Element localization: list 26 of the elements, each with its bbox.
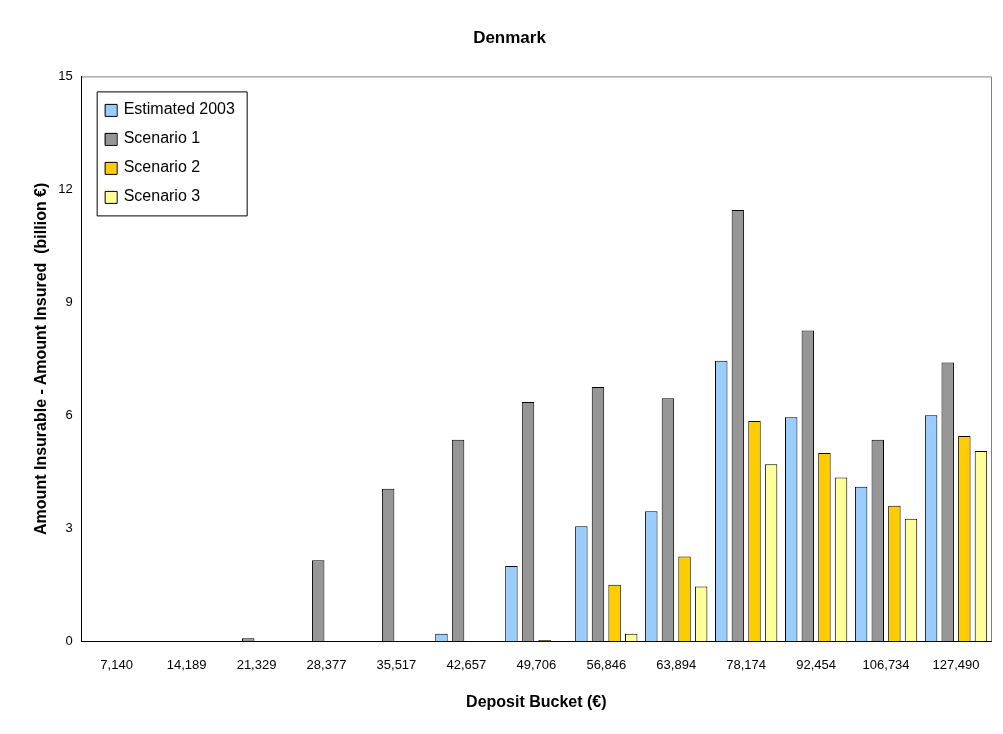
y-tick-label: 3 (65, 519, 73, 535)
y-tick-label: 15 (58, 67, 73, 83)
legend-label: Scenario 2 (123, 158, 201, 176)
legend-label: Scenario 1 (123, 129, 201, 147)
legend-label: Scenario 3 (123, 187, 201, 205)
x-tick-label: 49,706 (516, 656, 557, 672)
x-tick-label: 7,140 (100, 656, 133, 672)
x-tick-label: 21,329 (236, 656, 277, 672)
x-tick-label: 63,894 (656, 656, 697, 672)
y-tick-label: 0 (65, 632, 73, 648)
x-tick-label: 56,846 (586, 656, 627, 672)
x-axis-title: Deposit Bucket (€) (466, 692, 607, 710)
x-tick-label: 42,657 (446, 656, 487, 672)
y-axis-title: Amount Insurable - Amount Insured (billion €) (32, 182, 50, 535)
x-tick-label: 127,490 (932, 656, 980, 672)
x-tick-label: 92,454 (796, 656, 837, 672)
y-tick-label: 9 (65, 293, 73, 309)
x-tick-label: 35,517 (376, 656, 417, 672)
legend-label: Estimated 2003 (123, 100, 235, 118)
y-tick-label: 6 (65, 406, 73, 422)
x-tick-label: 78,174 (726, 656, 767, 672)
x-tick-label: 14,189 (166, 656, 207, 672)
chart-title: Denmark (473, 27, 547, 47)
x-tick-label: 28,377 (306, 656, 347, 672)
y-tick-label: 12 (58, 180, 73, 196)
x-tick-label: 106,734 (862, 656, 910, 672)
